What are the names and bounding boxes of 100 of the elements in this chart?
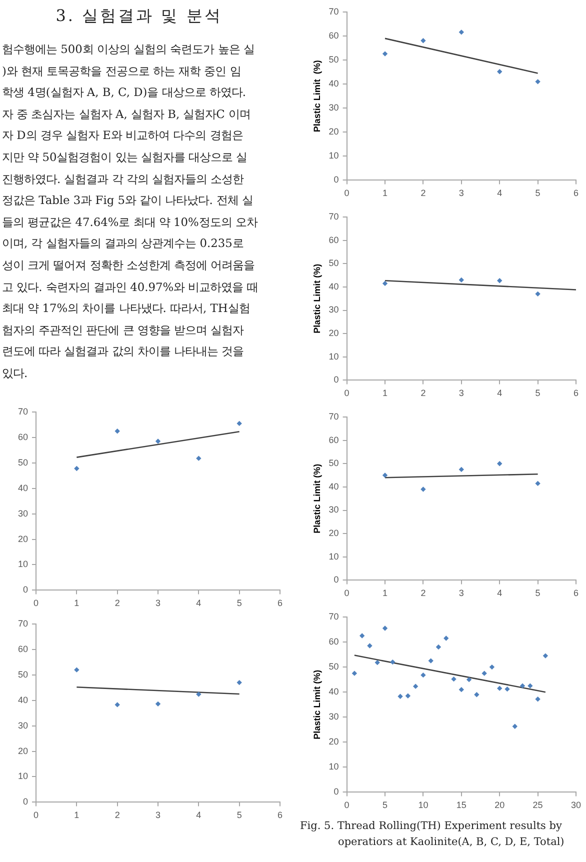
x-tick-label: 20 bbox=[494, 800, 505, 810]
x-tick-label: 2 bbox=[420, 588, 426, 598]
x-tick-label: 3 bbox=[458, 188, 464, 198]
y-tick-label: 20 bbox=[328, 328, 339, 338]
point bbox=[444, 636, 449, 641]
x-tick-label: 4 bbox=[497, 588, 502, 598]
text: 험자의 주관적인 판단에 큰 영향을 받으며 실험자 bbox=[2, 322, 245, 339]
y-tick-label: 0 bbox=[334, 174, 339, 185]
x-tick-label: 0 bbox=[344, 800, 350, 810]
x-tick-label: 25 bbox=[532, 800, 543, 810]
point bbox=[114, 702, 120, 708]
y-tick-label: 30 bbox=[328, 712, 339, 722]
x-tick-label: 5 bbox=[535, 388, 540, 398]
y-tick-label: 70 bbox=[328, 611, 339, 622]
text: 학생 4명(실험자 A, B, C, D)을 대상으로 하였다. bbox=[2, 84, 248, 102]
point bbox=[489, 664, 495, 670]
point bbox=[458, 277, 464, 283]
point bbox=[390, 659, 396, 665]
y-tick-label: 60 bbox=[18, 644, 28, 654]
point bbox=[535, 79, 540, 84]
point bbox=[504, 686, 510, 692]
point bbox=[236, 680, 242, 686]
point bbox=[474, 692, 480, 698]
y-tick-label: 10 bbox=[328, 351, 339, 362]
x-tick-label: 5 bbox=[535, 188, 540, 198]
y-tick-label: 60 bbox=[18, 432, 28, 442]
point bbox=[497, 278, 502, 284]
x-tick-label: 2 bbox=[420, 388, 426, 398]
point bbox=[405, 693, 411, 698]
text: 있다. bbox=[2, 364, 29, 382]
y-tick-label: 50 bbox=[18, 457, 28, 468]
point bbox=[528, 683, 533, 688]
point bbox=[428, 658, 434, 664]
y-tick-label: 70 bbox=[18, 618, 28, 628]
x-tick-label: 4 bbox=[497, 188, 502, 198]
y-tick-label: 10 bbox=[328, 551, 339, 562]
point bbox=[74, 466, 80, 472]
point bbox=[512, 724, 518, 729]
point bbox=[420, 672, 426, 678]
y-tick-label: 0 bbox=[334, 786, 339, 797]
x-tick-label: 1 bbox=[382, 388, 388, 398]
x-tick-label: 0 bbox=[344, 588, 350, 598]
text: 험수행에는 500회 이상의 실험의 숙련도가 높은 실 bbox=[2, 41, 256, 58]
y-tick-label: 40 bbox=[328, 281, 339, 292]
point bbox=[497, 68, 502, 74]
point bbox=[420, 38, 426, 44]
y-tick-label: 40 bbox=[328, 481, 339, 492]
x-tick-label: 5 bbox=[236, 810, 242, 820]
y-tick-label: 70 bbox=[328, 6, 339, 16]
x-tick-label: 3 bbox=[156, 598, 161, 608]
y-tick-label: 60 bbox=[328, 30, 339, 41]
y-axis-title: Plastic Limit (%) bbox=[312, 670, 322, 740]
y-tick-label: 20 bbox=[18, 746, 28, 756]
y-tick-label: 70 bbox=[18, 406, 28, 416]
caption: Fig. 5. Thread Rolling(TH) Experiment results by bbox=[300, 819, 563, 834]
point bbox=[451, 676, 456, 682]
point bbox=[398, 694, 403, 699]
text: 3. 실험결과 및 분석 bbox=[54, 6, 224, 27]
y-tick-label: 50 bbox=[328, 258, 339, 268]
point bbox=[497, 686, 502, 691]
text: 이며, 각 실험자들의 결과의 상관계수는 0.235로 bbox=[2, 235, 244, 252]
y-axis-title: Plastic Limit (%) bbox=[312, 464, 322, 534]
x-tick-label: 6 bbox=[277, 810, 283, 820]
y-tick-label: 60 bbox=[328, 434, 339, 445]
point bbox=[382, 626, 388, 631]
point bbox=[382, 280, 388, 286]
text: 자 D의 경우 실험자 E와 비교하여 다수의 경험은 bbox=[2, 127, 244, 144]
point bbox=[155, 701, 161, 707]
x-tick-label: 6 bbox=[573, 388, 579, 398]
point bbox=[74, 667, 80, 672]
x-tick-label: 10 bbox=[418, 800, 428, 810]
y-tick-label: 60 bbox=[328, 234, 339, 245]
point bbox=[436, 644, 442, 650]
x-tick-label: 0 bbox=[344, 388, 350, 398]
y-tick-label: 50 bbox=[328, 458, 339, 468]
x-tick-label: 1 bbox=[74, 810, 80, 820]
x-tick-label: 1 bbox=[382, 588, 388, 598]
point bbox=[535, 291, 540, 297]
y-tick-label: 70 bbox=[328, 411, 339, 422]
x-tick-label: 15 bbox=[456, 800, 466, 810]
x-tick-label: 6 bbox=[573, 188, 579, 198]
x-tick-label: 3 bbox=[458, 388, 464, 398]
x-tick-label: 4 bbox=[497, 388, 502, 398]
point bbox=[359, 633, 365, 638]
x-tick-label: 1 bbox=[382, 188, 388, 198]
x-tick-label: 4 bbox=[196, 598, 202, 608]
text: 고 있다. 숙련자의 결과인 40.97%와 비교하였을 때 bbox=[2, 278, 259, 296]
point bbox=[155, 438, 161, 444]
point bbox=[535, 696, 540, 702]
point bbox=[352, 670, 358, 676]
y-tick-label: 30 bbox=[328, 504, 339, 515]
x-tick-label: 0 bbox=[34, 598, 39, 608]
text: 진행하였다. 실험결과 각 각의 실험자들의 소성한 bbox=[2, 170, 245, 188]
x-tick-label: 0 bbox=[344, 188, 350, 198]
x-tick-label: 5 bbox=[535, 588, 540, 598]
y-tick-label: 30 bbox=[328, 102, 339, 113]
point bbox=[535, 480, 540, 486]
y-tick-label: 50 bbox=[328, 662, 339, 672]
y-tick-label: 0 bbox=[334, 374, 339, 385]
y-tick-label: 50 bbox=[18, 669, 28, 680]
